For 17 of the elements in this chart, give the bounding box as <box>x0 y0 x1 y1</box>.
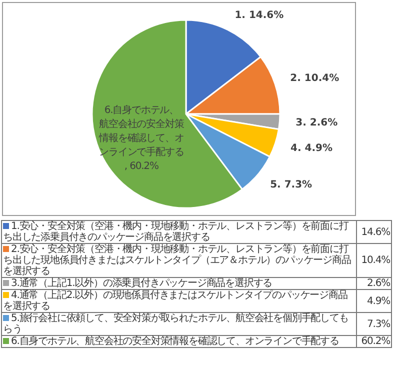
text: 4.9% <box>356 290 392 312</box>
legend-label: 1.安心・安全対策（空港・機内・現地移動・ホテル、レストラン等）を前面に打ち出した添乗員付きのパッケージ商品を選択する <box>2 220 356 244</box>
data-label: 1. 14.6% <box>234 10 284 21</box>
legend-label: 2.安心・安全対策（空港・機内・現地移動・ホテル、レストラン等）を前面に打ち出した現地係員付きまたはスケルトンタイプ（エア＆ホテル）のパッケージ商品を選択する <box>2 244 356 278</box>
legend-label: 3.通常（上記1.以外）の添乗員付きパッケージ商品を選択する <box>2 278 356 290</box>
text: 2.6% <box>356 278 392 290</box>
legend-label: 6.自身でホテル、航空会社の安全対策情報を確認して、オンラインで手配する <box>2 336 356 348</box>
data-label: 5. 7.3% <box>270 179 312 190</box>
data-label: 3. 2.6% <box>296 117 338 128</box>
text: 14.6% <box>356 220 392 244</box>
data-label: 2. 10.4% <box>290 73 340 84</box>
legend-label: 5.旅行会社に依頼して、安全対策が取られたホテル、航空会社を個別手配してもらう <box>2 312 356 336</box>
text: 7.3% <box>356 312 392 336</box>
text: 10.4% <box>356 244 392 278</box>
legend-label: 4.通常（上記2.以外）の現地係員付きまたはスケルトンタイプのパッケージ商品を選択する <box>2 290 356 312</box>
data-label: 4. 4.9% <box>290 142 332 154</box>
text: 60.2% <box>356 336 392 348</box>
